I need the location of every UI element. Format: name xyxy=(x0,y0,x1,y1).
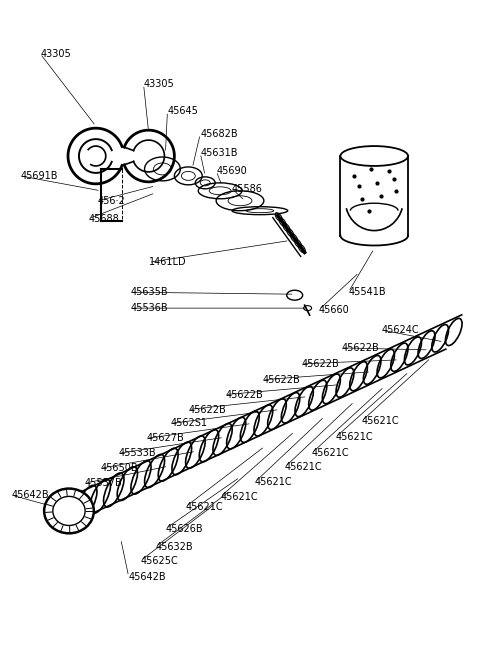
Text: 45690: 45690 xyxy=(216,166,247,176)
Text: 45624C: 45624C xyxy=(381,325,419,335)
Text: 45621C: 45621C xyxy=(285,462,323,472)
Text: 45631B: 45631B xyxy=(200,148,238,158)
Text: 45622B: 45622B xyxy=(341,343,379,353)
Text: 45621C: 45621C xyxy=(361,417,399,426)
Text: 45537B: 45537B xyxy=(85,478,123,488)
Text: 45642B: 45642B xyxy=(129,572,166,581)
Text: 45627B: 45627B xyxy=(146,434,184,443)
Text: 45688: 45688 xyxy=(89,214,120,223)
Text: 45682B: 45682B xyxy=(200,129,238,139)
Text: 45660: 45660 xyxy=(319,305,349,315)
Text: 45625C: 45625C xyxy=(141,556,179,566)
Text: 1461LD: 1461LD xyxy=(148,258,186,267)
Text: 43305: 43305 xyxy=(144,79,174,89)
Text: 45621C: 45621C xyxy=(255,477,292,487)
Text: 45621C: 45621C xyxy=(336,432,373,442)
Text: 45621C: 45621C xyxy=(312,448,349,459)
Text: 45645: 45645 xyxy=(168,106,198,116)
Text: 45622B: 45622B xyxy=(188,405,226,415)
Text: 45691B: 45691B xyxy=(20,171,58,181)
Text: 45621C: 45621C xyxy=(185,502,223,512)
Text: 456·2: 456·2 xyxy=(98,196,126,206)
Text: 45586: 45586 xyxy=(232,184,263,194)
Text: 45536B: 45536B xyxy=(131,303,168,313)
Text: 45632B: 45632B xyxy=(156,542,193,552)
Text: 45621C: 45621C xyxy=(220,492,258,502)
Text: 45650B: 45650B xyxy=(101,463,138,473)
Ellipse shape xyxy=(44,489,94,533)
Text: 45622B: 45622B xyxy=(263,374,300,385)
Text: 45635B: 45635B xyxy=(131,287,168,297)
Text: 45642B: 45642B xyxy=(12,490,49,500)
Text: 4562S1: 4562S1 xyxy=(170,419,207,428)
Text: 45622B: 45622B xyxy=(225,390,263,399)
Text: 43305: 43305 xyxy=(40,49,71,58)
Text: 45622B: 45622B xyxy=(301,359,339,369)
Text: 45533B: 45533B xyxy=(119,448,156,459)
Text: 45541B: 45541B xyxy=(348,287,386,297)
Text: 45626B: 45626B xyxy=(166,524,203,534)
